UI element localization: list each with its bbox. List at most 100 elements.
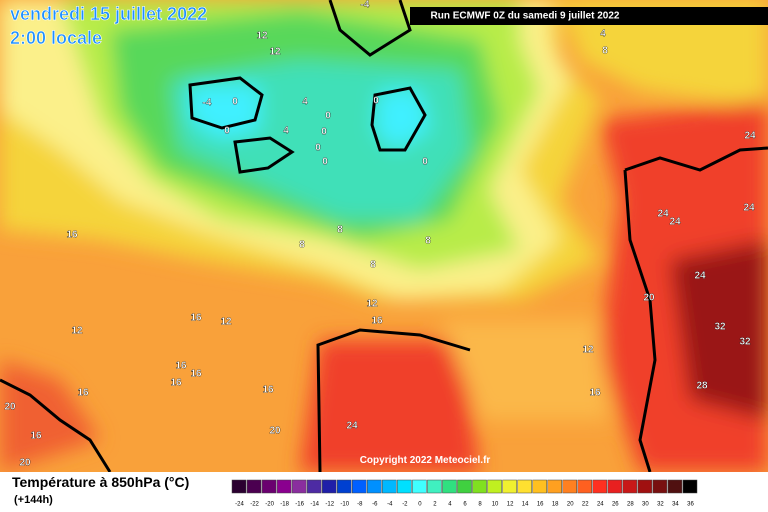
contour-label: 16 xyxy=(190,313,202,324)
scale-swatch xyxy=(607,479,623,494)
scale-label: -4 xyxy=(387,502,393,508)
scale-swatch xyxy=(652,479,668,494)
scale-swatch xyxy=(367,479,382,494)
scale-label: 24 xyxy=(597,502,604,508)
scale-swatch xyxy=(502,479,517,494)
scale-label: 26 xyxy=(612,502,619,508)
scale-label: 2 xyxy=(433,502,437,508)
scale-label: 10 xyxy=(492,502,499,508)
contour-label: 4 xyxy=(283,126,289,137)
scale-swatch xyxy=(276,479,292,494)
contour-label: 8 xyxy=(602,46,608,57)
contour-label: 16 xyxy=(175,361,187,372)
scale-swatch xyxy=(562,479,577,494)
copyright: Copyright 2022 Meteociel.fr xyxy=(360,455,491,466)
contour-label: 12 xyxy=(582,345,594,356)
contour-label: 8 xyxy=(370,260,376,271)
color-scale: -24 -22 -20 -18 -16 -14 -12 -10 -8 -6 -4 -2 0 2 4 6 8 10 1… xyxy=(231,479,698,508)
scale-label: 30 xyxy=(642,502,649,508)
scale-swatch xyxy=(231,479,247,494)
forecast-date: vendredi 15 juillet 2022 xyxy=(10,4,207,24)
scale-swatch xyxy=(532,479,547,494)
contour-label: 12 xyxy=(220,317,232,328)
run-banner xyxy=(410,7,768,25)
contour-label: 20 xyxy=(643,293,655,304)
scale-swatch xyxy=(352,479,367,494)
scale-label: 28 xyxy=(627,502,634,508)
contour-label: 12 xyxy=(366,299,378,310)
contour-label: 20 xyxy=(4,402,16,413)
contour-label: -4 xyxy=(203,98,212,109)
contour-label: 0 xyxy=(322,157,328,168)
contour-label: 12 xyxy=(256,31,268,42)
contour-label: 24 xyxy=(346,421,358,432)
scale-label: 0 xyxy=(418,502,422,508)
scale-label: 16 xyxy=(537,502,544,508)
scale-swatch xyxy=(261,479,277,494)
scale-label: 14 xyxy=(522,502,529,508)
scale-label: 4 xyxy=(448,502,452,508)
contour-label: 16 xyxy=(77,388,89,399)
scale-swatch xyxy=(397,479,412,494)
contour-label: 8 xyxy=(425,236,431,247)
scale-swatch xyxy=(306,479,322,494)
contour-label: 16 xyxy=(30,431,42,442)
contour-label: 0 xyxy=(224,126,230,137)
contour-label: 8 xyxy=(337,225,343,236)
scale-swatch xyxy=(427,479,442,494)
contour-label: 12 xyxy=(269,47,281,58)
contour-label: 32 xyxy=(739,337,751,348)
contour-label: 16 xyxy=(170,378,182,389)
scale-label: 8 xyxy=(478,502,482,508)
scale-label: -24 xyxy=(235,502,244,508)
forecast-time: 2:00 locale xyxy=(10,28,102,48)
contour-label: 0 xyxy=(325,111,331,122)
scale-swatch xyxy=(382,479,397,494)
scale-label: -18 xyxy=(280,502,289,508)
scale-swatch xyxy=(667,479,683,494)
scale-swatch xyxy=(487,479,502,494)
scale-swatch xyxy=(336,479,352,494)
scale-label: 12 xyxy=(507,502,514,508)
contour-label: 16 xyxy=(66,230,78,241)
contour-label: 12 xyxy=(71,326,83,337)
contour-label: 20 xyxy=(269,426,281,437)
field-title: Température à 850hPa (°C) xyxy=(12,474,189,490)
scale-swatch xyxy=(682,479,698,494)
contour-label: 24 xyxy=(744,131,756,142)
scale-swatch xyxy=(246,479,262,494)
contour-label: 28 xyxy=(696,381,708,392)
scale-swatch xyxy=(547,479,562,494)
scale-swatch xyxy=(592,479,608,494)
scale-label: -22 xyxy=(250,502,259,508)
contour-label: 4 xyxy=(600,29,606,40)
scale-swatch xyxy=(637,479,653,494)
contour-label: 4 xyxy=(302,97,308,108)
scale-swatch xyxy=(472,479,487,494)
scale-label: -6 xyxy=(372,502,378,508)
contour-label: 0 xyxy=(321,127,327,138)
scale-swatch xyxy=(577,479,593,494)
scale-swatch xyxy=(517,479,532,494)
scale-label: 18 xyxy=(552,502,559,508)
scale-label: -14 xyxy=(310,502,319,508)
contour-label: 24 xyxy=(743,203,755,214)
scale-label: 20 xyxy=(567,502,574,508)
scale-swatch xyxy=(442,479,457,494)
contour-label: 16 xyxy=(190,369,202,380)
contour-label: 32 xyxy=(714,322,726,333)
contour-label: 0 xyxy=(232,97,238,108)
scale-label: 6 xyxy=(463,502,467,508)
contour-label: 24 xyxy=(694,271,706,282)
scale-label: 32 xyxy=(657,502,664,508)
scale-swatch xyxy=(622,479,638,494)
scale-label: 22 xyxy=(582,502,589,508)
scale-label: -16 xyxy=(295,502,304,508)
contour-label: 0 xyxy=(315,143,321,154)
run-info: Run ECMWF 0Z du samedi 9 juillet 2022 xyxy=(431,11,620,22)
scale-swatch xyxy=(412,479,427,494)
scale-label: 36 xyxy=(687,502,694,508)
scale-label: -8 xyxy=(357,502,363,508)
